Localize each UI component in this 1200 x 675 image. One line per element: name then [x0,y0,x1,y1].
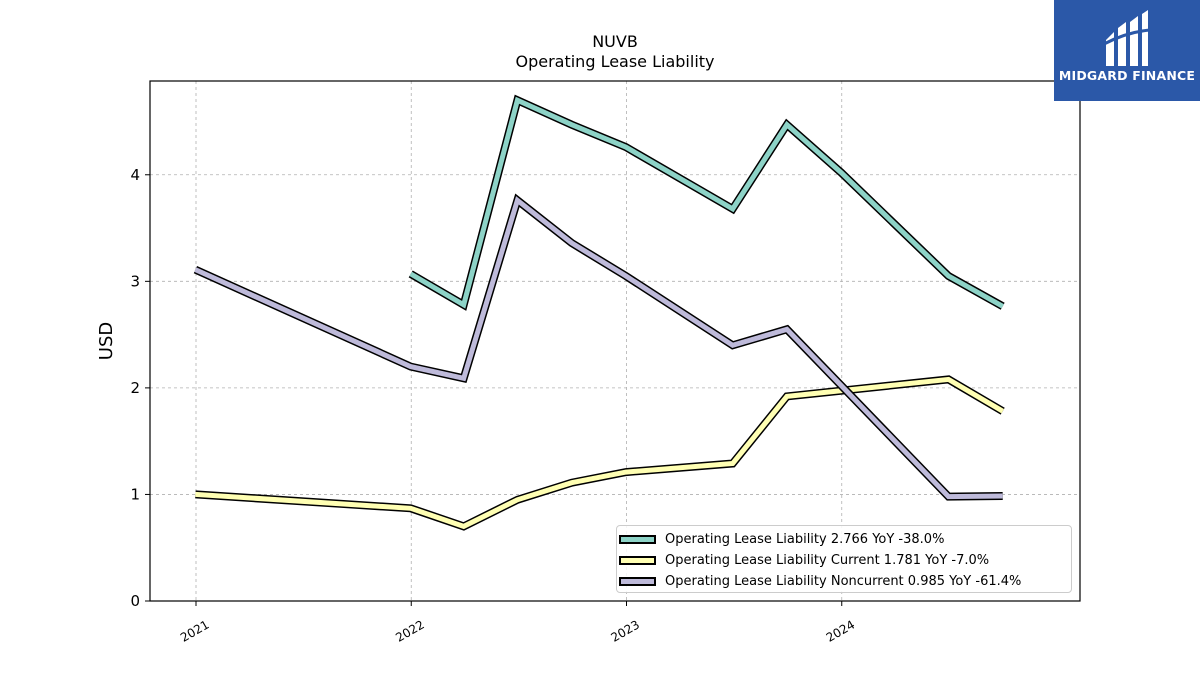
x-tick-label: 2023 [609,617,642,644]
chart-subtitle: Operating Lease Liability [515,52,715,71]
x-tick-label: 2021 [178,617,211,644]
legend-swatch [619,556,656,565]
legend-label: Operating Lease Liability 2.766 YoY -38.… [665,532,945,547]
y-tick-label: 4 [130,166,140,184]
x-tick-label: 2024 [824,617,857,644]
x-tick-label: 2022 [393,617,426,644]
y-tick-label: 1 [130,485,140,503]
series-layer [193,94,1005,531]
legend-swatch [619,577,656,586]
series-line-3 [194,196,1003,500]
series-line-2 [195,376,1004,530]
legend-item-operating-lease-liability: Operating Lease Liability 2.766 YoY -38.… [617,529,1071,550]
y-axis-label: USD [96,322,117,360]
y-tick-label: 2 [130,379,140,397]
brand-logo: MIDGARD FINANCE [1054,0,1200,101]
series-line-1 [409,96,1004,309]
y-tick-label: 0 [130,592,140,610]
logo-mark-icon [1103,10,1151,66]
series-outline-3 [193,193,1003,501]
chart-title: NUVB [592,32,638,51]
legend-item-operating-lease-liability-current: Operating Lease Liability Current 1.781 … [617,550,1071,571]
grid [150,81,1080,602]
legend-swatch [619,535,656,544]
legend-label: Operating Lease Liability Noncurrent 0.9… [665,574,1022,589]
series-outline-1 [408,94,1005,311]
legend: Operating Lease Liability 2.766 YoY -38.… [616,525,1072,593]
plot-frame [149,80,1081,602]
y-tick-label: 3 [130,272,140,290]
legend-label: Operating Lease Liability Current 1.781 … [665,553,990,568]
legend-item-operating-lease-liability-noncurrent: Operating Lease Liability Noncurrent 0.9… [617,571,1071,592]
logo-text: MIDGARD FINANCE [1058,68,1196,83]
